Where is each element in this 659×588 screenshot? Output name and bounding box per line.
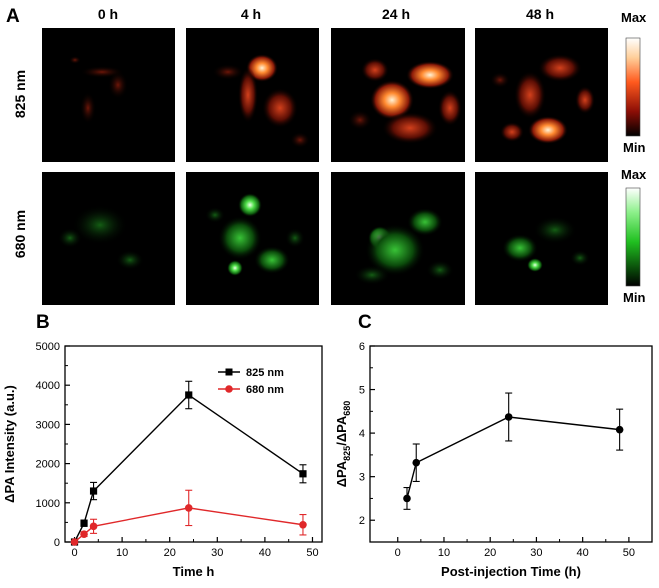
legend-marker [225,368,233,376]
x-tick-label: 50 [306,547,318,559]
x-tick-label: 10 [438,547,450,559]
y-tick-label: 4 [359,428,365,440]
colorbar-680-min: Min [623,290,646,305]
y-tick-label: 4000 [36,380,60,392]
x-axis-label: Post-injection Time (h) [441,564,581,579]
tile-825-0h [42,28,175,162]
y-tick-label: 3 [359,472,365,484]
tile-680-4h [186,172,319,305]
data-point [299,520,307,529]
data-point [80,530,88,538]
y-tick-label: 6 [359,341,365,353]
x-tick-label: 20 [484,547,496,559]
legend-marker [225,385,233,393]
y-axis-label: ΔPA825/ΔPA680 [334,401,352,488]
x-tick-label: 0 [71,547,77,559]
panel-letter-b: B [36,312,50,333]
series-line [406,416,620,499]
colorbar-825-min: Min [623,140,646,155]
colorbar-825-max: Max [621,10,647,25]
x-tick-label: 40 [577,547,589,559]
x-tick-label: 10 [116,547,128,559]
data-point [185,391,193,399]
data-point [70,538,79,546]
x-tick-label: 20 [164,547,176,559]
x-tick-label: 30 [211,547,223,559]
colorbar-680-max: Max [621,167,647,182]
data-point [80,519,88,527]
x-tick-label: 30 [530,547,542,559]
y-tick-label: 2000 [36,459,60,471]
panel-letter-c: C [358,312,372,333]
x-axis-label: Time h [173,564,215,579]
data-point [504,413,513,421]
y-tick-label: 1000 [36,498,60,510]
colorbar-680 [625,187,641,287]
tile-825-48h [475,28,608,162]
tile-680-24h [331,172,465,305]
timepoint-label-48h: 48 h [525,6,554,22]
pa-image-grid [42,28,641,305]
tile-825-24h [331,28,465,162]
y-tick-label: 5 [359,385,365,397]
chart-c: 0 10 20 30 40 50 2 3 4 5 6 Post-injection Time (h) Δ… [334,341,653,579]
x-tick-label: 50 [623,547,635,559]
tile-680-0h [42,172,175,305]
legend-entry: 825 nm [246,367,284,379]
data-point [89,522,98,531]
y-axis-label: ΔPA Intensity (a.u.) [2,385,17,503]
timepoint-label-4h: 4 h [240,6,262,22]
chart-b: 0 10 20 30 40 50 0 1000 2000 3000 4000 5000 Time h ΔP… [2,341,323,579]
tile-680-48h [475,172,608,305]
data-point [89,487,98,495]
x-tick-label: 0 [395,547,401,559]
data-point [412,458,421,467]
tile-825-4h [186,28,319,162]
timepoint-label-0h: 0 h [97,6,119,22]
panel-letter-a: A [6,6,20,27]
data-point [184,504,193,512]
timepoint-label-24h: 24 h [381,6,410,22]
x-tick-label: 40 [259,547,271,559]
y-tick-label: 0 [54,537,60,549]
plot-frame [369,345,653,543]
data-point [299,470,307,478]
data-point [403,494,411,503]
y-tick-label: 2 [359,515,365,527]
data-point [615,425,624,434]
y-tick-label: 3000 [36,419,60,431]
y-tick-label: 5000 [36,341,60,353]
colorbar-825 [625,37,641,137]
legend-entry: 680 nm [246,384,284,396]
